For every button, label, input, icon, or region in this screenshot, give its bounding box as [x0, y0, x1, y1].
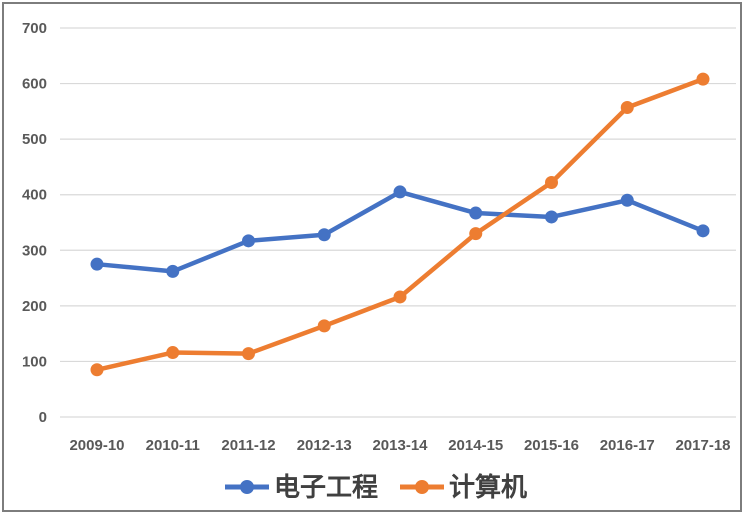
x-tick-label: 2013-14 — [372, 437, 428, 454]
line-dot-marker-icon — [400, 480, 444, 494]
x-tick-label: 2017-18 — [675, 437, 730, 454]
data-point-marker — [469, 206, 483, 220]
chart-frame-border — [2, 2, 742, 512]
y-tick-label: 400 — [22, 187, 47, 204]
data-point-marker — [317, 319, 331, 333]
legend-item-series-0: 电子工程 — [223, 474, 378, 500]
y-tick-label: 0 — [39, 409, 47, 426]
series-line-0 — [94, 189, 706, 274]
line-dot-marker-icon — [224, 480, 269, 494]
series-line-1 — [94, 76, 706, 373]
y-tick-label: 200 — [22, 298, 47, 315]
data-point-marker — [696, 224, 710, 238]
y-tick-label: 500 — [22, 131, 47, 148]
data-point-marker — [166, 264, 180, 278]
x-tick-label: 2009-10 — [69, 437, 124, 454]
data-point-marker — [620, 100, 634, 114]
x-tick-label: 2010-11 — [146, 437, 200, 454]
data-point-marker — [393, 185, 407, 199]
data-point-marker — [166, 346, 180, 360]
y-tick-label: 100 — [22, 353, 47, 370]
x-tick-label: 2014-15 — [448, 437, 503, 454]
data-point-marker — [469, 227, 483, 241]
data-point-marker — [545, 210, 558, 224]
data-point-marker — [545, 175, 558, 189]
data-point-marker — [242, 234, 255, 248]
data-point-marker — [90, 257, 104, 271]
data-point-marker — [620, 193, 634, 207]
y-tick-label: 600 — [22, 76, 47, 93]
legend-item-series-1: 计算机 — [398, 474, 527, 500]
data-point-marker — [317, 228, 331, 242]
data-point-marker — [242, 347, 255, 361]
x-tick-label: 2011-12 — [221, 437, 275, 454]
x-tick-label: 2015-16 — [524, 437, 579, 454]
data-point-marker — [696, 72, 710, 86]
x-tick-label: 2012-13 — [297, 437, 352, 454]
y-tick-label: 300 — [22, 242, 47, 259]
legend-label: 计算机 — [449, 472, 528, 502]
y-tick-label: 700 — [22, 20, 47, 37]
data-point-marker — [90, 363, 104, 377]
data-point-marker — [393, 290, 407, 304]
chart-legend: 电子工程 计算机 — [0, 474, 750, 500]
x-tick-label: 2016-17 — [600, 437, 655, 454]
legend-label: 电子工程 — [273, 472, 378, 502]
